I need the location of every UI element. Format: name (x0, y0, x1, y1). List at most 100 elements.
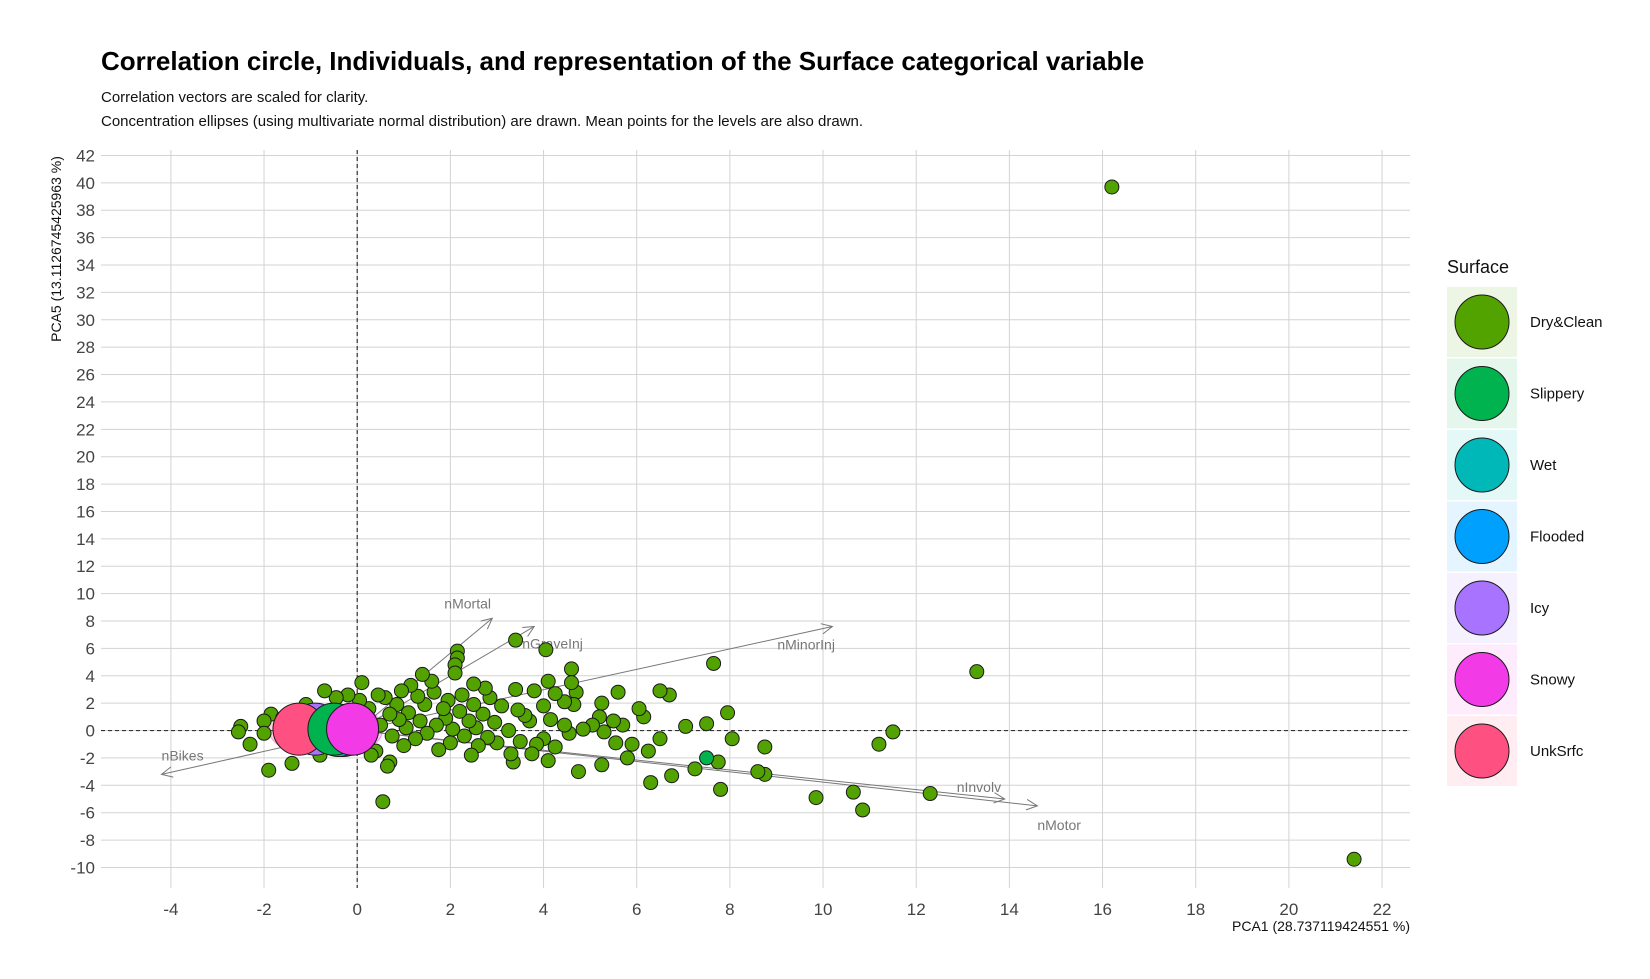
data-point (543, 712, 559, 728)
vector-label: nMortal (444, 595, 491, 611)
data-point (454, 687, 470, 703)
x-tick-label: 4 (539, 900, 548, 919)
x-tick-label: 14 (1000, 900, 1019, 919)
y-tick-label: 34 (76, 256, 95, 275)
data-point (885, 724, 901, 740)
vector-arrowhead (522, 625, 536, 637)
y-tick-label: 38 (76, 201, 95, 220)
data-point (494, 698, 510, 714)
y-tick-label: -6 (80, 804, 95, 823)
level-mean-points (272, 702, 380, 758)
data-point (1346, 851, 1362, 867)
data-point (466, 676, 482, 692)
legend: Surface Dry&Clean Slippery Wet Flooded Icy Sn… (1447, 257, 1603, 786)
y-axis-label: PCA5 (13.1126745425963 %) (48, 156, 64, 342)
legend-label: UnkSrfc (1530, 743, 1584, 760)
y-tick-label: 6 (86, 639, 95, 658)
data-point (557, 717, 573, 733)
data-point (720, 705, 736, 721)
y-tick-label: 42 (76, 146, 95, 165)
data-point (724, 731, 740, 747)
data-point (570, 764, 586, 780)
data-point (370, 687, 386, 703)
data-point (526, 683, 542, 699)
data-point (242, 736, 258, 752)
data-point (538, 642, 554, 658)
data-point (396, 738, 412, 754)
data-point (575, 721, 591, 737)
data-point (699, 716, 715, 732)
x-tick-label: 10 (814, 900, 833, 919)
y-tick-label: 8 (86, 612, 95, 631)
data-point (594, 757, 610, 773)
y-tick-label: 20 (76, 448, 95, 467)
data-point (461, 713, 477, 729)
y-tick-label: -8 (80, 831, 95, 850)
data-point (699, 750, 715, 766)
data-point (922, 786, 938, 802)
legend-key (1454, 294, 1510, 350)
y-tick-label: 2 (86, 694, 95, 713)
data-point (431, 742, 447, 758)
data-point (230, 724, 246, 740)
x-tick-label: 8 (725, 900, 734, 919)
data-point (512, 733, 528, 749)
data-point (475, 706, 491, 722)
data-point (536, 698, 552, 714)
y-tick-label: 22 (76, 420, 95, 439)
data-point (540, 753, 556, 769)
legend-label: Icy (1530, 600, 1550, 617)
y-tick-label: -10 (70, 858, 95, 877)
vector-label: nMinorInj (777, 636, 835, 652)
vector-label: nGraveInj (522, 635, 583, 651)
data-point (508, 632, 524, 648)
y-tick-label: 30 (76, 311, 95, 330)
y-tick-label: 10 (76, 585, 95, 604)
x-tick-label: 6 (632, 900, 641, 919)
legend-title: Surface (1447, 257, 1509, 277)
x-tick-label: 22 (1373, 900, 1392, 919)
mean-point-snowy-top (326, 702, 380, 756)
data-point (605, 713, 621, 729)
data-point (540, 673, 556, 689)
data-point (447, 665, 463, 681)
data-point (284, 755, 300, 771)
x-tick-label: -4 (163, 900, 178, 919)
vector-label: nInvolv (957, 779, 1001, 795)
data-point (687, 761, 703, 777)
x-tick-label: -2 (256, 900, 271, 919)
x-tick-label: 0 (352, 900, 361, 919)
data-point (463, 747, 479, 763)
data-point (363, 747, 379, 763)
legend-key (1454, 366, 1510, 421)
legend-label: Dry&Clean (1530, 314, 1603, 331)
data-point (808, 790, 824, 806)
data-point (750, 764, 766, 780)
x-tick-label: 16 (1093, 900, 1112, 919)
data-point (624, 736, 640, 752)
y-tick-label: 40 (76, 174, 95, 193)
data-point (713, 781, 729, 797)
data-point (563, 661, 579, 677)
data-point (640, 743, 656, 759)
data-point (596, 724, 612, 740)
legend-entries: Dry&Clean Slippery Wet Flooded Icy Snowy UnkSr… (1447, 287, 1603, 786)
data-point (969, 664, 985, 680)
vector-arrowhead (480, 617, 494, 630)
legend-key (1454, 723, 1510, 779)
y-tick-label: -2 (80, 749, 95, 768)
data-point (407, 731, 423, 747)
data-point (435, 701, 451, 717)
data-point (845, 784, 861, 800)
data-point (442, 735, 458, 751)
vector-label: nMotor (1037, 817, 1081, 833)
data-point (652, 683, 668, 699)
data-point (466, 697, 482, 713)
data-point (652, 731, 668, 747)
chart-title: Correlation circle, Individuals, and rep… (101, 46, 1144, 76)
individual-points (230, 179, 1362, 867)
data-point (487, 714, 503, 730)
data-point (757, 739, 773, 755)
data-point (261, 762, 277, 778)
y-tick-label: 36 (76, 229, 95, 248)
